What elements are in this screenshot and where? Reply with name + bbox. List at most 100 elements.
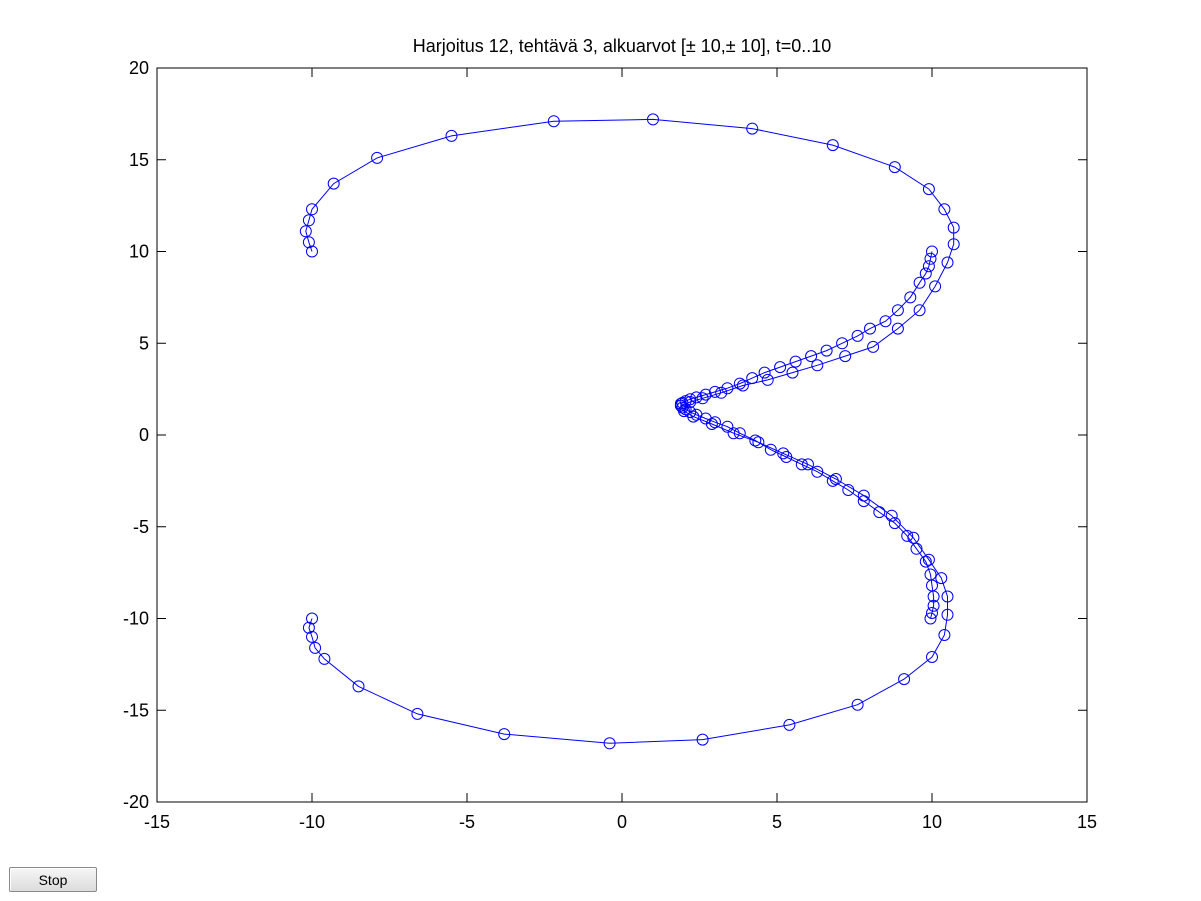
x-tick-label: -5 xyxy=(459,812,475,832)
data-point xyxy=(873,506,886,519)
data-point xyxy=(318,652,331,665)
data-point xyxy=(709,385,721,398)
data-point xyxy=(904,291,917,304)
data-point xyxy=(647,113,659,126)
data-point xyxy=(901,529,914,542)
plot-area xyxy=(156,67,1088,803)
data-point xyxy=(498,728,511,741)
data-point xyxy=(306,612,318,625)
data-point xyxy=(761,373,774,386)
data-point xyxy=(826,139,839,152)
data-point xyxy=(715,386,728,399)
data-point xyxy=(926,651,938,663)
data-point xyxy=(947,221,960,234)
data-point xyxy=(842,484,855,496)
data-point xyxy=(783,718,796,731)
data-point xyxy=(547,115,560,128)
y-tick-label: 15 xyxy=(129,150,149,170)
data-point xyxy=(327,177,340,190)
data-point xyxy=(924,252,937,265)
data-point xyxy=(941,608,954,621)
data-point xyxy=(696,733,709,746)
data-point xyxy=(696,392,709,405)
data-point xyxy=(811,465,824,478)
data-point xyxy=(786,366,799,379)
data-point xyxy=(898,673,911,686)
data-point xyxy=(676,396,689,409)
data-point xyxy=(851,329,864,342)
data-point xyxy=(811,359,824,372)
data-point xyxy=(927,590,940,603)
data-point xyxy=(603,737,616,750)
data-point xyxy=(907,531,920,544)
data-point xyxy=(764,443,777,456)
x-tick-label: 0 xyxy=(617,812,627,832)
data-point xyxy=(795,458,808,471)
data-point xyxy=(752,436,765,449)
x-tick-label: 15 xyxy=(1077,812,1097,832)
data-point xyxy=(864,322,876,335)
data-point xyxy=(352,680,365,693)
series-2 xyxy=(674,245,940,625)
stop-button[interactable]: Stop xyxy=(9,867,97,892)
data-point xyxy=(721,420,734,433)
data-point xyxy=(888,161,901,174)
data-point xyxy=(826,474,839,487)
data-point xyxy=(879,315,892,328)
y-tick-label: -20 xyxy=(123,792,149,812)
data-point xyxy=(820,344,833,357)
data-point xyxy=(935,572,948,585)
data-point xyxy=(929,280,942,293)
data-point xyxy=(699,388,712,401)
data-point xyxy=(299,225,312,238)
data-point xyxy=(888,517,901,530)
data-point xyxy=(774,361,787,374)
x-tick-label: 10 xyxy=(922,812,942,832)
data-point xyxy=(924,612,937,625)
data-point xyxy=(302,214,315,227)
data-point xyxy=(306,630,318,643)
data-point xyxy=(922,183,935,196)
data-point xyxy=(910,542,923,555)
data-point xyxy=(919,267,932,280)
y-tick-label: 5 xyxy=(139,333,149,353)
data-point xyxy=(938,203,951,216)
data-point xyxy=(913,304,926,317)
data-point xyxy=(746,372,759,385)
data-point xyxy=(891,304,904,317)
data-point xyxy=(919,555,932,568)
x-tick-label: -10 xyxy=(299,812,325,832)
data-point xyxy=(721,382,734,395)
x-tick-label: 5 xyxy=(772,812,782,832)
data-point xyxy=(913,276,926,289)
data-point xyxy=(709,416,721,429)
data-point xyxy=(839,350,852,363)
y-tick-label: -15 xyxy=(123,700,149,720)
data-point xyxy=(746,122,759,135)
data-point xyxy=(857,495,870,508)
y-tick-label: -5 xyxy=(133,517,149,537)
chart-title: Harjoitus 12, tehtävä 3, alkuarvot [± 10… xyxy=(413,36,832,56)
y-tick-label: 10 xyxy=(129,242,149,262)
data-point xyxy=(306,203,318,216)
y-tick-label: -10 xyxy=(123,609,149,629)
data-point xyxy=(927,599,940,612)
y-tick-label: 0 xyxy=(139,425,149,445)
data-point xyxy=(780,451,793,463)
data-point xyxy=(926,245,938,258)
data-point xyxy=(941,590,954,603)
data-point xyxy=(891,322,904,335)
data-point xyxy=(302,621,315,634)
data-point xyxy=(867,340,880,353)
data-point xyxy=(938,629,951,641)
data-point xyxy=(684,406,697,419)
data-point xyxy=(309,641,322,654)
data-point xyxy=(789,355,802,368)
data-point xyxy=(371,151,384,164)
data-point xyxy=(941,256,954,269)
data-point xyxy=(302,236,315,249)
data-point xyxy=(733,377,746,390)
data-point xyxy=(922,260,935,273)
